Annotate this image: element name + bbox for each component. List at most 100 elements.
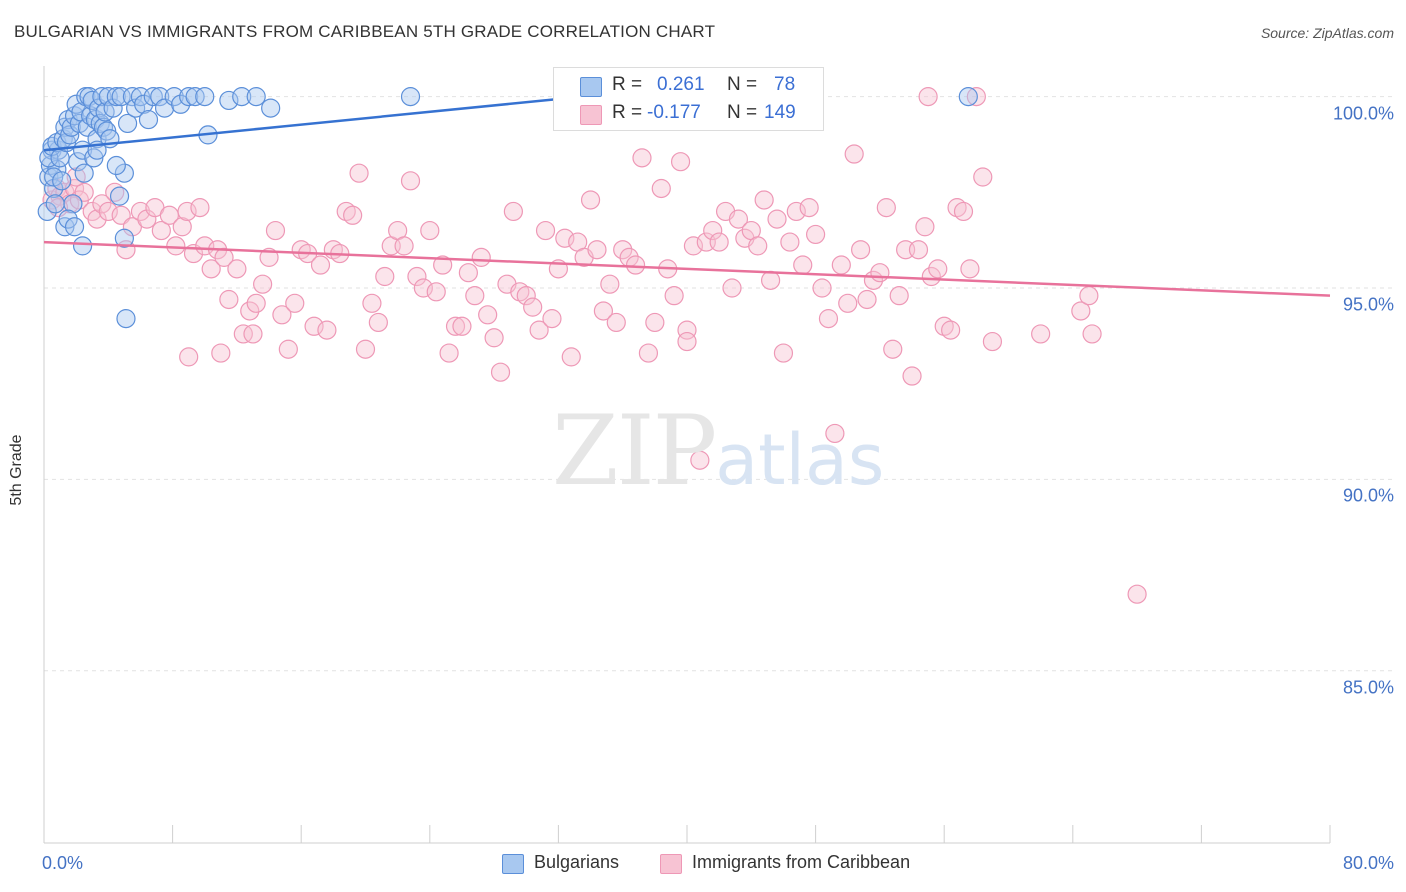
caribbean-point-30 — [219, 289, 239, 310]
legend-swatch-blue — [580, 77, 602, 97]
caribbean-point-109 — [728, 209, 749, 229]
y-tick-label-3: 85.0% — [1342, 677, 1394, 698]
bulgarian-point-67 — [400, 87, 421, 107]
legend-n-label: N = — [727, 102, 758, 123]
caribbean-point-77 — [523, 297, 543, 317]
caribbean-point-52 — [362, 293, 382, 313]
caribbean-point-156 — [677, 331, 697, 352]
caribbean-point-149 — [1031, 324, 1051, 344]
bulgarian-point-60 — [185, 87, 205, 107]
caribbean-point-142 — [941, 320, 961, 340]
bulgarian-point-23 — [68, 152, 88, 172]
caribbean-point-97 — [651, 178, 671, 199]
bulgarian-point-61 — [195, 87, 215, 107]
caribbean-point-128 — [851, 240, 871, 260]
caribbean-point-9 — [87, 209, 107, 229]
grid-lines — [44, 96, 1392, 672]
caribbean-point-78 — [529, 320, 549, 340]
caribbean-point-147 — [973, 167, 993, 187]
caribbean-point-49 — [343, 205, 363, 225]
caribbean-point-115 — [767, 209, 787, 229]
caribbean-point-54 — [375, 266, 395, 287]
trend-lines — [43, 95, 1331, 297]
caribbean-point-34 — [246, 293, 266, 313]
bulgarian-point-47 — [114, 163, 134, 183]
legend-row-caribbean: R = -0.177 N = 149 — [554, 100, 823, 128]
bulgarian-point-65 — [246, 87, 266, 107]
caribbean-point-79 — [535, 220, 556, 241]
caribbean-point-144 — [953, 201, 974, 222]
bulgarian-trend-line — [43, 95, 583, 152]
caribbean-point-69 — [471, 247, 491, 267]
caribbean-point-71 — [484, 328, 504, 348]
bulgarian-point-68 — [958, 87, 978, 107]
x-tick-label-max: 80.0% — [1342, 853, 1394, 873]
caribbean-point-123 — [818, 309, 839, 329]
caribbean-point-16 — [130, 201, 151, 222]
caribbean-point-124 — [825, 423, 845, 444]
caribbean-point-106 — [709, 232, 729, 252]
bulgarian-point-4 — [44, 178, 64, 199]
caribbean-point-121 — [805, 224, 826, 245]
caribbean-point-91 — [613, 240, 633, 260]
caribbean-point-17 — [137, 209, 157, 229]
caribbean-point-125 — [831, 255, 851, 275]
bulgarian-point-0 — [37, 201, 57, 222]
caribbean-point-33 — [240, 301, 260, 321]
caribbean-point-86 — [580, 190, 601, 210]
bulgarian-point-70 — [58, 209, 78, 229]
bulgarian-point-55 — [150, 87, 170, 107]
caribbean-point-80 — [542, 309, 562, 329]
caribbean-point-94 — [632, 148, 652, 168]
caribbean-point-45 — [317, 320, 337, 340]
caribbean-point-61 — [420, 220, 440, 241]
caribbean-point-129 — [857, 289, 877, 310]
caribbean-point-68 — [465, 286, 485, 306]
caribbean-point-74 — [503, 201, 523, 222]
caribbean-point-26 — [195, 236, 215, 256]
caribbean-point-76 — [516, 286, 536, 306]
x-tick-label-min: 0.0% — [42, 853, 84, 873]
caribbean-point-25 — [190, 198, 210, 218]
y-axis-label: 5th Grade — [8, 434, 25, 506]
bottom-legend-label: Bulgarians — [534, 852, 620, 872]
caribbean-point-57 — [394, 236, 414, 256]
caribbean-point-119 — [793, 255, 813, 275]
bulgarian-point-76 — [116, 309, 136, 329]
caribbean-point-38 — [272, 305, 292, 325]
caribbean-point-90 — [606, 312, 626, 333]
bulgarian-point-38 — [92, 87, 112, 107]
caribbean-point-140 — [928, 259, 948, 279]
caribbean-point-89 — [600, 274, 620, 294]
caribbean-point-32 — [233, 324, 253, 344]
caribbean-trend-line — [43, 240, 1331, 297]
caribbean-point-70 — [478, 305, 498, 325]
caribbean-point-126 — [838, 293, 858, 313]
caribbean-point-60 — [413, 278, 433, 298]
caribbean-point-137 — [908, 240, 929, 260]
caribbean-point-63 — [433, 255, 453, 275]
caribbean-point-44 — [310, 255, 331, 275]
bulgarian-point-49 — [122, 87, 143, 107]
caribbean-point-113 — [754, 190, 774, 210]
bulgarian-point-77 — [114, 228, 134, 248]
caribbean-points — [42, 87, 1147, 604]
caribbean-point-117 — [780, 232, 800, 252]
caribbean-point-7 — [74, 182, 94, 202]
caribbean-point-51 — [355, 339, 376, 359]
watermark-zip: ZIP — [552, 395, 717, 507]
caribbean-point-100 — [670, 152, 691, 172]
bulgarian-point-44 — [103, 98, 123, 118]
bulgarian-point-27 — [74, 163, 94, 183]
caribbean-point-37 — [265, 220, 286, 241]
source-credit: Source: ZipAtlas.com — [1260, 25, 1394, 41]
bulgarian-point-32 — [82, 90, 102, 111]
caribbean-point-99 — [664, 286, 684, 306]
caribbean-point-59 — [407, 266, 427, 287]
watermark: ZIPatlas — [552, 395, 884, 507]
caribbean-point-35 — [253, 274, 273, 294]
caribbean-point-83 — [561, 347, 581, 367]
y-tick-label-1: 95.0% — [1342, 294, 1394, 315]
caribbean-point-11 — [98, 201, 118, 222]
caribbean-point-62 — [426, 282, 446, 302]
